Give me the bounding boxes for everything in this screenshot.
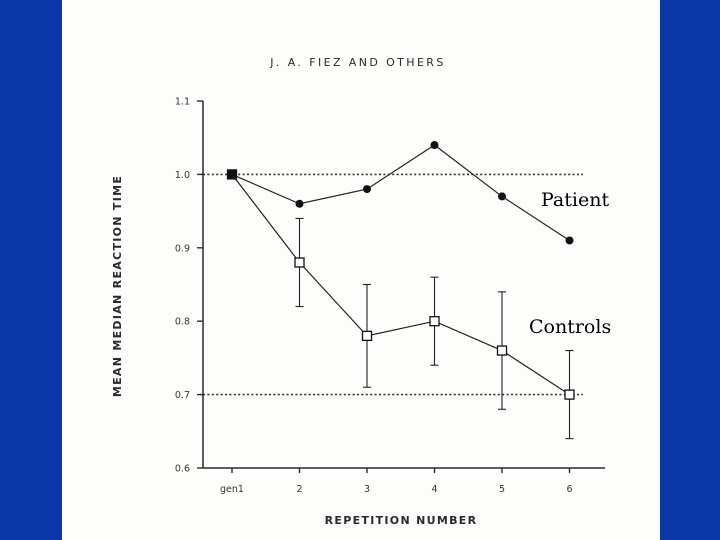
x-axis-label: REPETITION NUMBER: [325, 514, 478, 527]
patient-point: [363, 185, 371, 194]
series-line-controls: [231, 174, 570, 396]
controls-point: [564, 389, 575, 400]
patient-point: [498, 192, 506, 201]
controls-point: [361, 330, 373, 342]
y-tick-label: 0.8: [175, 317, 190, 328]
y-tick-label: 1.0: [175, 170, 190, 181]
x-tick-label: 5: [499, 484, 505, 495]
x-tick-label: 6: [566, 484, 572, 495]
x-tick-label: gen1: [220, 484, 244, 495]
y-tick-label: 0.9: [175, 243, 190, 254]
series-line-patient: [231, 144, 570, 241]
controls-point: [226, 169, 238, 180]
y-tick-label: 0.7: [175, 390, 190, 401]
controls-annotation: Controls: [529, 316, 611, 338]
y-tick-label: 0.6: [175, 464, 190, 475]
patient-point: [430, 141, 439, 150]
x-tick-label: 4: [431, 484, 437, 495]
controls-point: [429, 316, 440, 327]
patient-annotation: Patient: [541, 189, 609, 211]
controls-point: [294, 257, 305, 268]
figure-paper: [62, 0, 660, 540]
x-tick-label: 2: [296, 484, 302, 495]
figure-header: J. A. FIEZ AND OTHERS: [269, 56, 445, 69]
patient-point: [295, 199, 304, 208]
x-tick-label: 3: [364, 484, 370, 495]
y-tick-label: 1.1: [175, 97, 190, 108]
y-axis-label: MEAN MEDIAN REACTION TIME: [111, 175, 124, 397]
patient-point: [565, 236, 574, 245]
controls-point: [496, 345, 508, 356]
